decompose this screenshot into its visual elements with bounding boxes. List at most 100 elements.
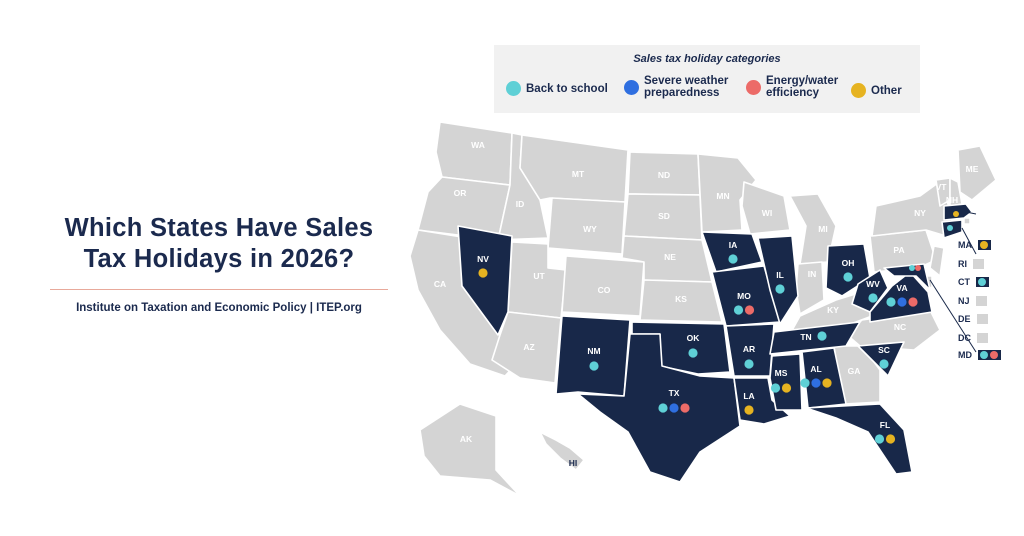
dot-WV-back [868, 293, 878, 303]
dot-MA-other [953, 211, 959, 217]
label-KS: KS [675, 294, 687, 304]
state-ME[interactable] [957, 145, 997, 201]
dot-OK-back [688, 348, 698, 358]
label-NE: NE [664, 252, 676, 262]
legend-label: Energy/water efficiency [766, 75, 839, 99]
state-WI[interactable] [741, 181, 791, 235]
holiday-category-dots [478, 211, 959, 444]
side-item-label: DE [958, 314, 971, 324]
legend-item-energy-water: Energy/water efficiency [746, 75, 838, 99]
state-IA[interactable] [701, 231, 763, 273]
state-AZ[interactable] [491, 311, 562, 384]
label-WY: WY [583, 224, 597, 234]
legend-label: Severe weather preparedness [644, 75, 729, 99]
label-MN: MN [716, 191, 729, 201]
dot-TX-energy [680, 403, 690, 413]
dot-AL-weather [811, 378, 821, 388]
dot-IA-back [728, 254, 738, 264]
dot-NM-back [589, 361, 599, 371]
side-item-swatch [977, 333, 988, 343]
severe-weather-dot-icon [624, 79, 639, 95]
state-NJ[interactable] [929, 245, 945, 277]
label-PA: PA [893, 245, 904, 255]
label-IL: IL [776, 270, 784, 280]
state-MS[interactable] [769, 353, 803, 411]
label-VT: VT [936, 182, 948, 192]
state-WA[interactable] [435, 121, 513, 186]
state-VA[interactable] [869, 271, 933, 323]
back-to-school-dot-icon [506, 81, 521, 96]
state-WV[interactable] [851, 269, 889, 313]
legend-label: Other [871, 84, 902, 97]
state-TN[interactable] [769, 321, 861, 355]
dot-TX-back [658, 403, 668, 413]
label-AL: AL [810, 364, 821, 374]
side-dot-energy [990, 351, 998, 359]
side-item-CT: CT [958, 277, 989, 287]
label-UT: UT [533, 271, 545, 281]
energy-water-dot-icon [746, 79, 761, 95]
state-KS[interactable] [639, 279, 723, 323]
state-AK[interactable] [419, 403, 521, 497]
dot-VA-weather [897, 297, 907, 307]
legend-item-back-to-school: Back to school [506, 81, 608, 96]
side-item-label: RI [958, 259, 967, 269]
label-ME: ME [966, 164, 979, 174]
dot-NV-other [478, 268, 488, 278]
label-AR: AR [743, 344, 755, 354]
legend-label: Back to school [526, 82, 608, 95]
state-RI[interactable] [963, 217, 971, 225]
side-dot-back [980, 351, 988, 359]
label-CO: CO [598, 285, 611, 295]
label-SC: SC [878, 345, 890, 355]
dot-AL-other [822, 378, 832, 388]
legend-item-severe-weather: Severe weather preparedness [624, 75, 728, 99]
label-WV: WV [866, 279, 880, 289]
dot-MS-other [781, 383, 792, 393]
legend-item-other: Other [851, 83, 902, 98]
state-MT[interactable] [519, 134, 629, 203]
label-NC: NC [894, 322, 906, 332]
dot-MS-back [770, 383, 781, 393]
dot-FL-back [874, 434, 885, 444]
label-MS: MS [775, 368, 788, 378]
state-FL[interactable] [805, 403, 913, 475]
title-line-2: Tax Holidays in 2026? [83, 245, 355, 273]
label-NH: NH [946, 195, 958, 205]
legend: Sales tax holiday categories Back to sch… [494, 45, 920, 113]
state-SC[interactable] [857, 341, 905, 377]
legend-title: Sales tax holiday categories [633, 53, 781, 65]
state-NV[interactable] [457, 225, 513, 336]
side-item-label: CT [958, 277, 970, 287]
side-item-label: DC [958, 333, 971, 343]
dot-FL-other [885, 434, 896, 444]
dot-OH-back [843, 272, 853, 282]
dot-TN-back [817, 331, 827, 341]
label-ID: ID [516, 199, 525, 209]
grey-state-labels: WA OR CA ID MT WY UT AZ CO ND SD NE KS M… [434, 140, 979, 468]
side-item-RI: RI [958, 259, 984, 269]
title-divider [50, 289, 388, 290]
label-NV: NV [477, 254, 489, 264]
side-item-DC: DC [958, 333, 988, 343]
dot-CT-back [947, 225, 953, 231]
dot-TX-weather [669, 403, 679, 413]
state-NM[interactable] [555, 315, 631, 397]
label-CA: CA [434, 279, 446, 289]
label-TN: TN [800, 332, 811, 342]
label-VA: VA [896, 283, 907, 293]
state-IL[interactable] [757, 235, 799, 325]
dot-MO-back [733, 305, 744, 315]
side-item-swatch [976, 277, 989, 287]
other-dot-icon [851, 83, 866, 98]
label-MI: MI [818, 224, 827, 234]
leader-lines [929, 211, 977, 353]
label-IN: IN [808, 269, 817, 279]
label-WA: WA [471, 140, 485, 150]
state-HI[interactable] [539, 431, 585, 471]
dot-MD-back [909, 265, 915, 271]
label-NM: NM [587, 346, 600, 356]
side-dot-other [980, 241, 988, 249]
side-item-DE: DE [958, 314, 988, 324]
state-AL[interactable] [801, 347, 847, 409]
